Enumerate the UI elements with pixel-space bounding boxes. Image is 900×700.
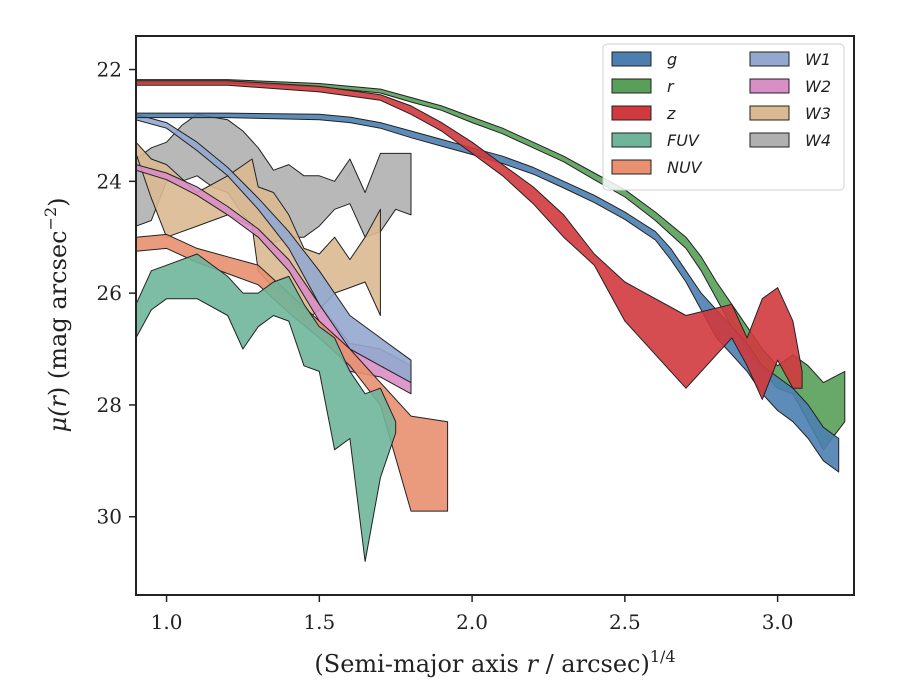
legend-swatch-fuv <box>611 132 652 148</box>
x-tick-label: 1.5 <box>303 610 335 634</box>
plot-frame <box>135 35 855 596</box>
y-tick-label: 30 <box>97 505 122 529</box>
y-axis-title: μ(r) (mag arcsec−2) <box>41 197 72 432</box>
x-tick-label: 3.0 <box>762 610 794 634</box>
legend-label-w3: W3 <box>805 104 831 123</box>
band-r <box>136 79 846 451</box>
x-axis-ticks: 1.0 1.5 2.0 2.5 3.0 <box>151 595 794 634</box>
legend-label-z: z <box>666 104 676 123</box>
y-tick-label: 28 <box>97 393 122 417</box>
x-tick-label: 2.5 <box>609 610 641 634</box>
y-tick-label: 26 <box>97 281 122 305</box>
band-fuv <box>136 253 397 562</box>
legend-label-w2: W2 <box>805 77 831 96</box>
band-z <box>136 80 803 400</box>
legend-label-fuv: FUV <box>667 131 700 150</box>
y-tick-label: 24 <box>97 169 122 193</box>
legend-label-g: g <box>667 50 677 69</box>
y-axis-ticks: 22 24 26 28 30 <box>97 58 136 529</box>
legend-swatch-w2 <box>749 78 790 94</box>
legend-swatch-r <box>611 78 652 94</box>
legend-swatch-g <box>611 51 652 67</box>
x-tick-label: 2.0 <box>456 610 488 634</box>
x-axis-title: (Semi-major axis r / arcsec)1/4 <box>314 647 675 678</box>
x-tick-label: 1.0 <box>151 610 183 634</box>
legend-label-nuv: NUV <box>667 158 703 177</box>
legend-swatch-w1 <box>749 51 790 67</box>
band-w1 <box>136 113 412 384</box>
legend-swatch-z <box>611 105 652 121</box>
legend-label-w1: W1 <box>805 50 831 69</box>
series-bands <box>136 79 846 562</box>
legend-label-w4: W4 <box>805 131 831 150</box>
legend-swatch-w4 <box>749 132 790 148</box>
legend-swatch-nuv <box>611 159 652 175</box>
y-tick-label: 22 <box>97 58 122 82</box>
legend: grz FUV NUV W1 W2 W3 W4 <box>602 43 845 191</box>
legend-label-r: r <box>667 77 675 96</box>
legend-swatch-w3 <box>749 105 790 121</box>
